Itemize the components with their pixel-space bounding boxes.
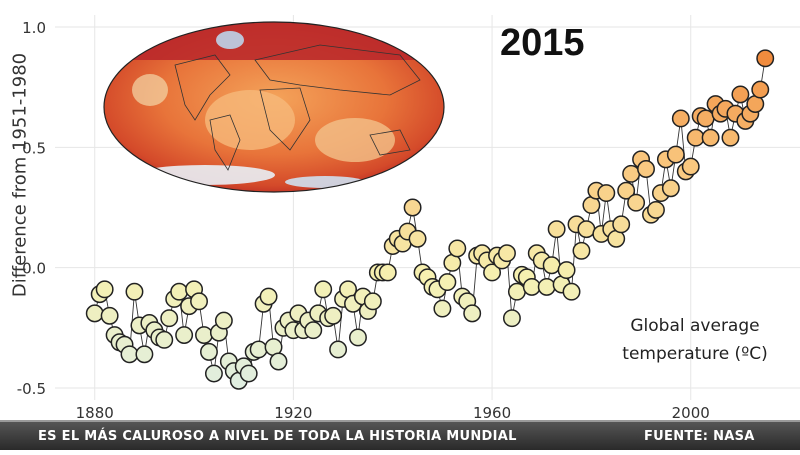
- data-point: [612, 215, 631, 234]
- data-point: [204, 364, 223, 383]
- data-point: [269, 352, 288, 371]
- data-point: [190, 292, 208, 311]
- data-point: [408, 229, 427, 248]
- data-point: [433, 299, 452, 318]
- data-point: [378, 263, 397, 282]
- caption-headline: ES EL MÁS CALUROSO A NIVEL DE TODA LA HI…: [38, 429, 517, 444]
- y-tick-label: 1.0: [22, 19, 46, 37]
- world-temperature-map: [103, 21, 445, 193]
- data-point: [622, 164, 641, 183]
- y-tick-label: 0.5: [22, 139, 46, 157]
- data-point: [507, 282, 526, 301]
- data-point: [120, 345, 139, 364]
- data-point: [637, 160, 655, 178]
- x-axis: 1880 1920 1960 2000: [76, 404, 710, 422]
- data-point: [195, 326, 213, 344]
- year-label: 2015: [500, 22, 585, 64]
- data-point: [259, 287, 278, 306]
- series-points: [85, 49, 775, 390]
- data-point: [666, 145, 685, 164]
- data-point: [577, 220, 596, 239]
- data-point: [696, 109, 715, 128]
- data-point: [100, 306, 119, 325]
- caption-bar: ES EL MÁS CALUROSO A NIVEL DE TODA LA HI…: [0, 420, 800, 450]
- data-point: [751, 80, 770, 99]
- y-tick-label: -0.5: [17, 380, 46, 398]
- x-tick-label: 2000: [672, 404, 710, 422]
- data-point: [349, 328, 367, 347]
- data-point: [363, 292, 382, 311]
- data-point: [647, 200, 665, 219]
- data-point: [756, 49, 775, 68]
- data-point: [170, 282, 189, 301]
- data-point: [731, 85, 750, 104]
- data-point: [597, 184, 616, 203]
- data-point: [502, 309, 521, 328]
- data-point: [572, 241, 591, 260]
- y-axis: 1.0 0.5 0.0 -0.5: [17, 19, 46, 398]
- data-point: [175, 326, 194, 344]
- data-point: [671, 109, 690, 128]
- x-tick-label: 1880: [76, 404, 114, 422]
- data-point: [200, 342, 218, 361]
- annotation-text: Global average temperature (ºC): [622, 316, 768, 364]
- data-point: [617, 181, 636, 200]
- data-point: [537, 277, 556, 296]
- data-point: [314, 280, 333, 299]
- y-axis-label: Difference from 1951-1980: [9, 52, 31, 298]
- data-point: [463, 304, 482, 323]
- data-point: [686, 128, 705, 147]
- data-point: [95, 280, 114, 299]
- data-point: [542, 256, 561, 275]
- data-point: [85, 304, 104, 323]
- y-tick-label: 0.0: [22, 260, 46, 278]
- data-point: [239, 364, 258, 383]
- data-point: [562, 282, 581, 301]
- data-point: [214, 311, 233, 330]
- data-point: [324, 306, 343, 325]
- data-point: [557, 261, 576, 280]
- data-point: [160, 309, 179, 328]
- caption-source: FUENTE: NASA: [644, 429, 755, 444]
- data-point: [627, 193, 646, 212]
- data-point: [403, 198, 422, 217]
- x-tick-label: 1960: [473, 404, 511, 422]
- data-point: [721, 128, 740, 147]
- data-point: [701, 128, 720, 147]
- data-point: [329, 340, 348, 359]
- data-point: [249, 340, 268, 359]
- data-point: [522, 277, 541, 296]
- data-point: [661, 179, 680, 198]
- data-point: [155, 330, 174, 349]
- data-point: [681, 157, 700, 176]
- data-point: [483, 263, 502, 282]
- data-point: [125, 282, 144, 301]
- data-point: [304, 321, 323, 340]
- x-tick-label: 1920: [274, 404, 312, 422]
- data-point: [135, 345, 154, 364]
- data-point: [498, 244, 516, 263]
- data-point: [448, 239, 467, 258]
- data-point: [547, 220, 566, 239]
- data-point: [438, 273, 457, 292]
